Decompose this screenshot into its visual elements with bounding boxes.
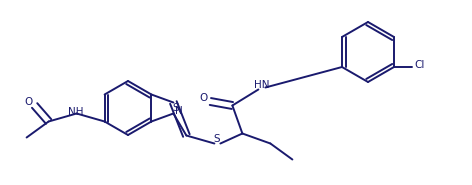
Text: HN: HN [253,80,269,90]
Text: S: S [213,134,219,144]
Text: Cl: Cl [415,60,425,70]
Text: NH: NH [68,107,84,117]
Text: S: S [172,102,179,112]
Text: O: O [25,97,33,107]
Text: O: O [199,92,208,102]
Text: N: N [175,105,182,115]
